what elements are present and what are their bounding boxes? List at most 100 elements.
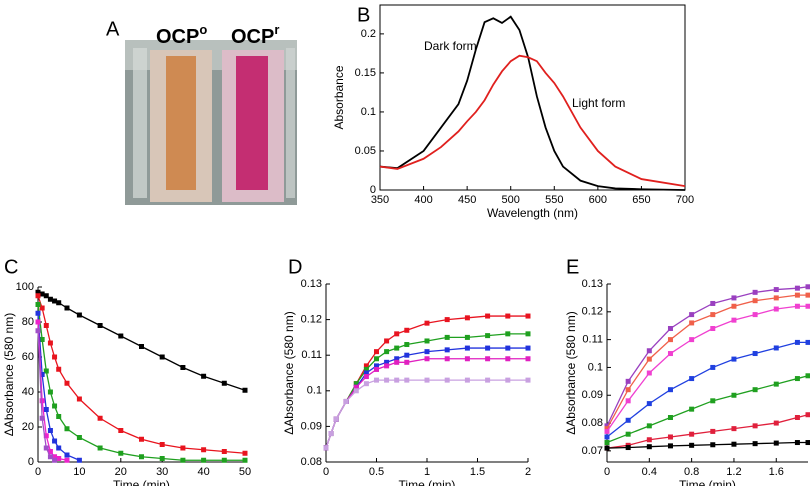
x-axis-label: Time (min) [399, 478, 456, 486]
marker [43, 407, 49, 412]
marker [52, 298, 58, 304]
y-tick-label: 0.11 [301, 349, 322, 361]
marker [221, 449, 227, 454]
cuvette-edge [286, 48, 295, 198]
marker [323, 445, 329, 451]
cuvette-edge [133, 48, 147, 198]
y-tick-label: 0 [28, 456, 34, 468]
marker [35, 302, 41, 307]
marker [353, 388, 359, 394]
y-tick-label: 20 [22, 421, 34, 433]
marker [752, 351, 758, 357]
marker [374, 363, 379, 369]
marker [52, 354, 58, 360]
marker [35, 293, 41, 299]
marker [689, 312, 695, 318]
x-tick-label: 0.8 [684, 466, 699, 478]
marker [464, 356, 470, 362]
marker [363, 374, 369, 380]
marker [404, 342, 410, 348]
x-tick-label: 600 [589, 194, 607, 206]
marker [794, 440, 800, 446]
marker [52, 457, 58, 463]
marker [525, 331, 531, 337]
photo-caption: OCPr [231, 22, 279, 48]
y-tick-label: 0.12 [582, 306, 603, 318]
marker [424, 377, 430, 383]
marker [56, 445, 62, 451]
marker [794, 415, 800, 420]
marker [752, 298, 758, 304]
marker [752, 441, 758, 447]
plot-frame [379, 4, 686, 191]
x-tick-label: 10 [73, 466, 85, 478]
y-axis-label: Absorbance [332, 65, 346, 129]
marker [343, 398, 349, 404]
marker [505, 356, 511, 362]
marker [773, 295, 779, 301]
x-tick-label: 30 [156, 466, 168, 478]
marker [794, 292, 800, 298]
marker [752, 387, 758, 393]
marker [625, 398, 631, 404]
marker [710, 398, 716, 404]
marker [604, 434, 610, 440]
marker [221, 457, 227, 463]
x-tick-label: 550 [545, 194, 563, 206]
y-tick-label: 0.05 [355, 145, 376, 157]
marker [667, 351, 673, 357]
marker [39, 305, 45, 311]
marker [525, 345, 531, 351]
marker [505, 377, 511, 383]
y-tick-label: 60 [22, 351, 34, 363]
x-tick-label: 50 [239, 466, 251, 478]
chart: B 350 400 450 500 550 600 650 700 0 0.05 0.1 0.15 0.2… [332, 4, 694, 220]
marker [604, 423, 610, 429]
x-tick-label: 1.5 [470, 466, 485, 478]
marker [773, 287, 779, 293]
marker [667, 434, 673, 440]
x-tick-label: 40 [197, 466, 209, 478]
marker [794, 285, 800, 291]
marker [97, 445, 103, 451]
marker [752, 289, 758, 295]
marker [424, 349, 430, 355]
sample-orange [166, 56, 196, 190]
marker [464, 377, 470, 383]
marker [667, 337, 673, 343]
y-tick-label: 0.12 [301, 314, 322, 326]
marker [97, 415, 103, 421]
marker [201, 457, 207, 463]
marker [794, 339, 800, 345]
marker [794, 376, 800, 382]
caption-text: OCP [156, 26, 199, 48]
x-tick-label: 1.6 [769, 466, 784, 478]
marker [47, 454, 53, 460]
marker [689, 320, 695, 326]
marker [242, 387, 248, 393]
chart: E 0 0.4 0.8 1.2 1.6 0.07 0.08 0.09 0.1 0.11 0.12 0.1… [564, 256, 810, 486]
x-tick-label: 20 [115, 466, 127, 478]
y-tick-label: 0.13 [582, 278, 603, 290]
series-line [325, 379, 528, 448]
y-axis-label: ΔAbsorbance (580 nm) [564, 311, 578, 434]
marker [444, 334, 450, 340]
marker [374, 349, 379, 355]
marker [64, 380, 70, 386]
panel-letter: D [288, 256, 302, 278]
marker [363, 370, 369, 376]
marker [646, 356, 652, 362]
marker [646, 437, 652, 443]
marker [689, 337, 695, 343]
marker [180, 365, 186, 370]
photo-panel: A OCPo OCPr [106, 18, 297, 205]
marker [118, 333, 124, 339]
marker [43, 433, 49, 439]
marker [374, 356, 379, 362]
marker [221, 380, 227, 386]
marker [43, 368, 49, 374]
x-axis-label: Time (min) [113, 478, 170, 486]
marker [56, 300, 62, 306]
marker [56, 414, 62, 419]
